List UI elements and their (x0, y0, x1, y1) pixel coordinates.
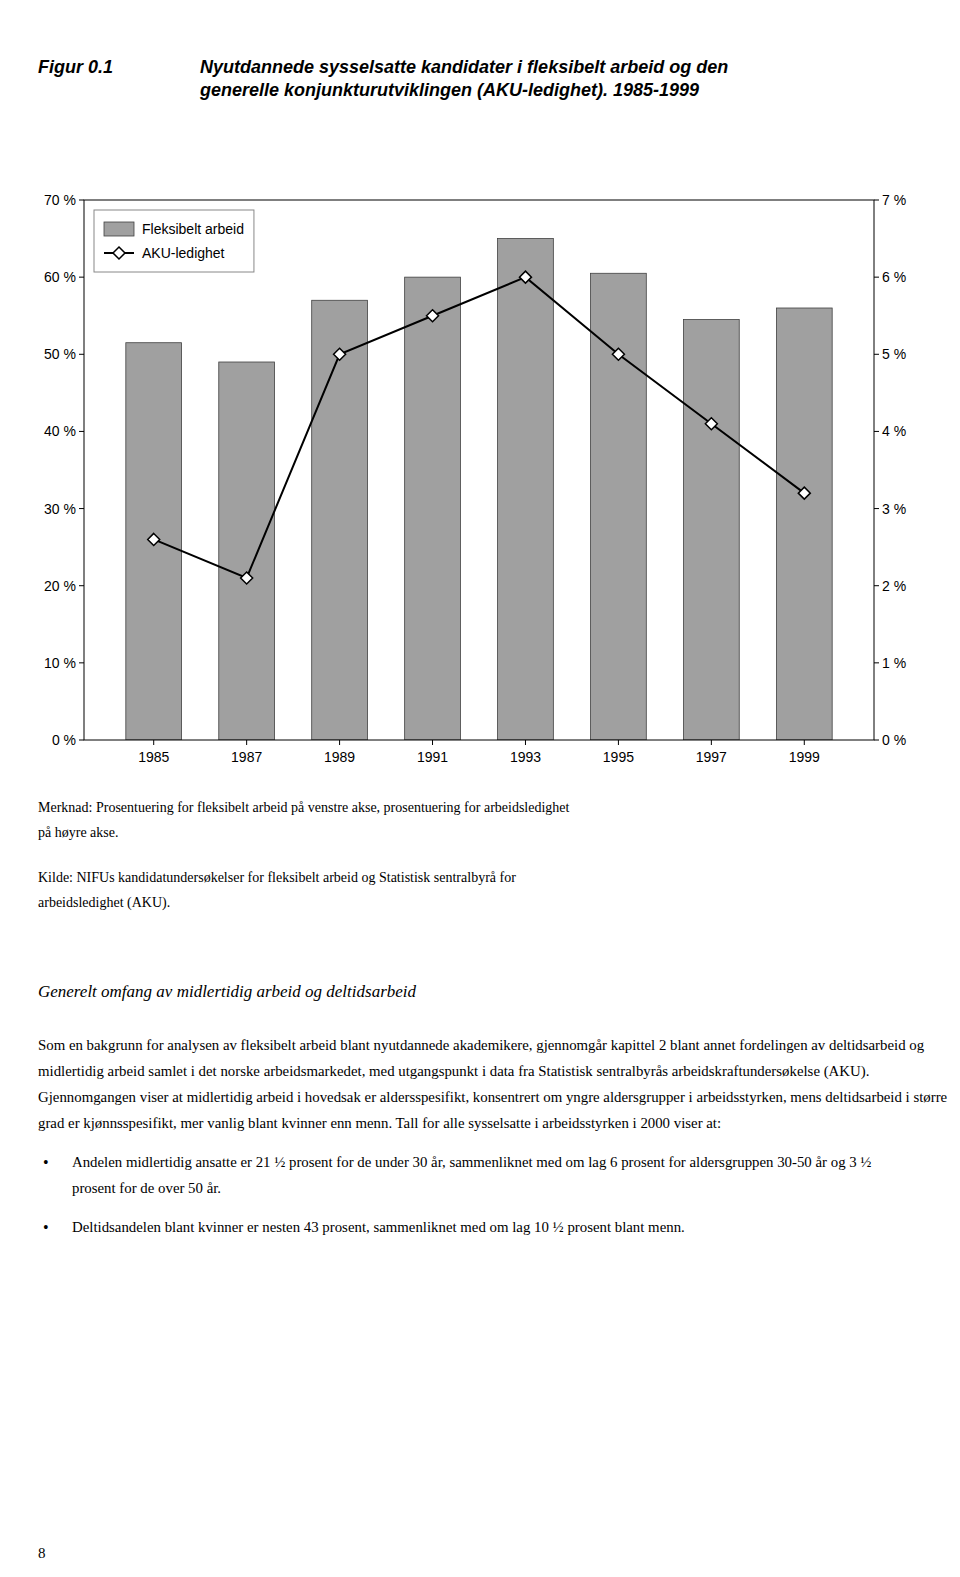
source: arbeidsledighet (AKU). (38, 895, 170, 911)
x-tick-label: 1989 (324, 749, 355, 765)
y2-tick-label: 4 % (882, 423, 906, 439)
axes: 0 % 10 % 20 % 30 % 40 % 50 % 60 % 70 % 0 % 1 % 2 %… (44, 192, 906, 765)
note: Merknad: Prosentuering for fleksibelt ar… (38, 800, 570, 815)
x-tick (525, 740, 526, 745)
y2-tick (874, 508, 879, 509)
y-tick-label: 50 % (44, 346, 76, 362)
y2-tick (874, 431, 879, 432)
note: på høyre akse. (38, 825, 118, 840)
x-tick (339, 740, 340, 745)
bar (683, 320, 739, 740)
body-text: Gjennomgangen viser at midlertidig arbei… (38, 1089, 948, 1105)
body-text: grad er kjønnsspesifikt, mer vanlig blan… (38, 1115, 721, 1131)
marker (705, 418, 717, 430)
body-text: Som en bakgrunn for analysen av fleksibe… (38, 1037, 925, 1053)
title: Figur 0.1 (38, 57, 113, 77)
y-tick (79, 662, 84, 663)
y-tick (79, 200, 84, 201)
x-tick (432, 740, 433, 745)
y-tick (79, 508, 84, 509)
y2-tick-label: 5 % (882, 346, 906, 362)
bar-series (126, 239, 832, 740)
y-tick-label: 10 % (44, 655, 76, 671)
marker (612, 348, 624, 360)
legend-marker (113, 247, 125, 259)
y-tick (79, 740, 84, 741)
bullet-symbol: • (43, 1219, 49, 1236)
bullet-symbol: • (43, 1154, 49, 1171)
y2-tick-label: 3 % (882, 501, 906, 517)
marker (427, 310, 439, 322)
y-tick-label: 30 % (44, 501, 76, 517)
legend-label: Fleksibelt arbeid (142, 221, 244, 237)
x-tick-label: 1991 (417, 749, 448, 765)
y2-tick-label: 0 % (882, 732, 906, 748)
y2-tick (874, 354, 879, 355)
bar (498, 239, 554, 740)
bar (776, 308, 832, 740)
title-text: Nyutdannede sysselsatte kandidater i fle… (199, 57, 728, 100)
x-tick-label: 1985 (138, 749, 169, 765)
bullet-text: prosent for de over 50 år. (72, 1180, 221, 1196)
y-tick (79, 354, 84, 355)
y2-tick (874, 740, 879, 741)
x-tick-label: 1999 (789, 749, 820, 765)
y-tick (79, 585, 84, 586)
y-tick-label: 20 % (44, 578, 76, 594)
y2-tick (874, 662, 879, 663)
bar (405, 277, 461, 740)
x-tick-label: 1993 (510, 749, 541, 765)
legend-swatch (104, 222, 134, 236)
plot-area (126, 239, 832, 740)
y-tick-label: 60 % (44, 269, 76, 285)
y2-tick (874, 585, 879, 586)
line (154, 277, 805, 578)
marker (519, 271, 531, 283)
x-tick (618, 740, 619, 745)
y2-tick-label: 1 % (882, 655, 906, 671)
y-tick-label: 0 % (52, 732, 76, 748)
page-text: Merknad: Prosentuering for fleksibelt ar… (38, 800, 948, 1561)
bar (312, 300, 368, 740)
y2-tick-label: 2 % (882, 578, 906, 594)
marker (148, 533, 160, 545)
bar (219, 362, 275, 740)
x-tick-label: 1997 (696, 749, 727, 765)
line-series (148, 271, 811, 584)
y2-tick (874, 277, 879, 278)
marker (798, 487, 810, 499)
marker (334, 348, 346, 360)
y-tick (79, 277, 84, 278)
y2-tick (874, 200, 879, 201)
source: Kilde: NIFUs kandidatundersøkelser for f… (38, 870, 516, 885)
y-tick (79, 431, 84, 432)
y2-tick-label: 6 % (882, 269, 906, 285)
x-tick (711, 740, 712, 745)
y-tick-label: 40 % (44, 423, 76, 439)
background (0, 0, 960, 1577)
legend-frame (94, 210, 254, 272)
page-number: 8 (38, 1545, 46, 1561)
x-tick (153, 740, 154, 745)
y-tick-label: 70 % (44, 192, 76, 208)
legend-label: AKU-ledighet (142, 245, 225, 261)
page: Figur 0.1 Nyutdannede sysselsatte kandida… (0, 0, 960, 1577)
x-tick-label: 1995 (603, 749, 634, 765)
legend: Fleksibelt arbeid AKU-ledighet (94, 210, 254, 272)
x-tick-label: 1987 (231, 749, 262, 765)
x-tick (804, 740, 805, 745)
y2-tick-label: 7 % (882, 192, 906, 208)
bullet-text: Andelen midlertidig ansatte er 21 ½ pros… (72, 1154, 872, 1170)
section-title: Generelt omfang av midlertidig arbeid og… (38, 982, 417, 1001)
plot-frame (84, 200, 874, 740)
bullet-text: Deltidsandelen blant kvinner er nesten 4… (72, 1219, 685, 1235)
body-text: midlertidig arbeid samlet i det norske a… (38, 1063, 869, 1080)
x-tick (246, 740, 247, 745)
bar (591, 273, 647, 740)
marker (241, 572, 253, 584)
bar (126, 343, 182, 740)
